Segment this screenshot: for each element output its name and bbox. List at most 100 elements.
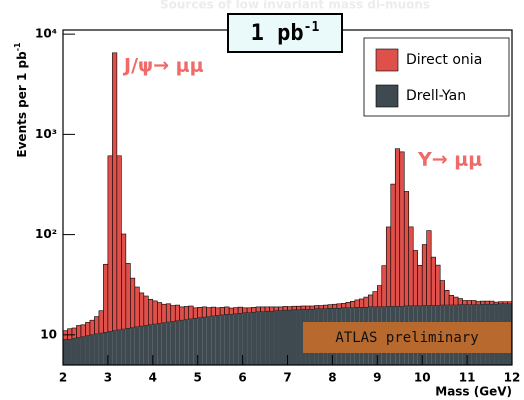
onia-bar bbox=[85, 322, 91, 337]
y-tick-label: 10² bbox=[35, 227, 57, 241]
onia-bar bbox=[354, 299, 360, 308]
x-tick-label: 12 bbox=[504, 371, 521, 385]
chart-title: Sources of low invariant mass di-muons bbox=[160, 0, 430, 12]
onia-bar bbox=[350, 301, 356, 309]
onia-bar bbox=[116, 155, 122, 331]
x-tick-label: 10 bbox=[414, 371, 431, 385]
drell-yan-bar bbox=[175, 320, 180, 365]
onia-bar bbox=[287, 306, 293, 311]
onia-bar bbox=[255, 306, 261, 313]
onia-bar bbox=[237, 306, 243, 314]
onia-bar bbox=[457, 298, 463, 305]
drell-yan-bar bbox=[274, 310, 279, 365]
onia-bar bbox=[130, 277, 136, 328]
drell-yan-bar bbox=[94, 333, 99, 365]
drell-yan-bar bbox=[152, 324, 158, 365]
drell-yan-bar bbox=[291, 309, 297, 365]
onia-bar bbox=[188, 305, 194, 320]
onia-bar bbox=[206, 307, 212, 317]
drell-yan-bar bbox=[233, 313, 239, 365]
drell-yan-bar bbox=[143, 325, 149, 365]
drell-yan-bar bbox=[71, 338, 77, 365]
onia-bar bbox=[453, 296, 459, 306]
onia-bar bbox=[89, 319, 95, 336]
legend-label: Drell-Yan bbox=[406, 88, 466, 104]
onia-bar bbox=[139, 292, 145, 327]
lumi-label: 1 pb-1 bbox=[251, 20, 320, 47]
drell-yan-bar bbox=[265, 311, 270, 365]
x-tick-label: 2 bbox=[59, 371, 67, 385]
atlas-box bbox=[303, 322, 511, 353]
drell-yan-bar bbox=[256, 311, 261, 365]
drell-yan-bar bbox=[238, 313, 243, 365]
onia-bar bbox=[493, 301, 499, 305]
onia-bar bbox=[278, 306, 284, 312]
drell-yan-bar bbox=[193, 318, 198, 365]
onia-bar bbox=[462, 300, 468, 305]
legend-swatch bbox=[375, 84, 399, 108]
drell-yan-bar bbox=[161, 322, 167, 365]
onia-bar bbox=[484, 300, 490, 305]
onia-bar bbox=[269, 306, 275, 312]
drell-yan-bar bbox=[67, 339, 72, 365]
onia-bar bbox=[121, 233, 127, 330]
drell-yan-bar bbox=[76, 337, 81, 365]
drell-yan-bar bbox=[112, 330, 117, 365]
x-tick-label: 3 bbox=[104, 371, 112, 385]
onia-bar bbox=[103, 263, 109, 333]
onia-bar bbox=[430, 256, 436, 306]
drell-yan-bar bbox=[148, 324, 153, 365]
onia-bar bbox=[327, 304, 333, 309]
onia-bar bbox=[224, 306, 230, 315]
onia-bar bbox=[372, 291, 378, 308]
onia-bar bbox=[174, 304, 181, 322]
x-tick-label: 7 bbox=[283, 371, 291, 385]
onia-bar bbox=[309, 305, 315, 310]
onia-bar bbox=[107, 155, 113, 332]
onia-bar bbox=[264, 306, 270, 312]
drell-yan-bar bbox=[220, 314, 225, 365]
onia-bar bbox=[170, 305, 176, 322]
onia-bar bbox=[71, 327, 77, 339]
onia-bar bbox=[192, 307, 199, 319]
onia-bar bbox=[318, 305, 324, 310]
x-tick-label: 11 bbox=[459, 371, 476, 385]
onia-bar bbox=[471, 300, 477, 305]
onia-bar bbox=[314, 305, 320, 310]
onia-bar bbox=[466, 300, 472, 305]
y-tick-label: 10³ bbox=[35, 127, 57, 141]
onia-bar bbox=[210, 306, 216, 317]
drell-yan-bar bbox=[89, 334, 95, 365]
drell-yan-bar bbox=[121, 329, 126, 365]
onia-bar bbox=[215, 307, 221, 316]
onia-bar bbox=[439, 280, 445, 306]
x-tick-label: 9 bbox=[373, 371, 381, 385]
onia-bar bbox=[448, 294, 454, 306]
drell-yan-bar bbox=[278, 310, 284, 365]
onia-bar bbox=[183, 306, 190, 320]
onia-bar bbox=[80, 324, 86, 337]
onia-bar bbox=[435, 264, 441, 306]
onia-bar bbox=[125, 263, 131, 329]
drell-yan-bar bbox=[206, 316, 212, 365]
onia-bar bbox=[408, 226, 414, 307]
onia-bar bbox=[475, 301, 481, 305]
drell-yan-bar bbox=[215, 315, 221, 365]
drell-yan-bar bbox=[202, 317, 207, 365]
onia-bar bbox=[385, 226, 392, 307]
onia-bar bbox=[336, 303, 342, 309]
drell-yan-bar bbox=[296, 309, 301, 365]
drell-yan-bar bbox=[242, 312, 248, 365]
onia-bar bbox=[498, 301, 504, 305]
x-tick-label: 4 bbox=[149, 371, 157, 385]
drell-yan-bar bbox=[197, 317, 203, 365]
drell-yan-bar bbox=[184, 319, 189, 365]
onia-bar bbox=[394, 148, 401, 307]
drell-yan-bar bbox=[251, 312, 257, 365]
onia-bar bbox=[489, 300, 495, 305]
onia-bar bbox=[296, 305, 302, 311]
drell-yan-bar bbox=[80, 336, 86, 365]
onia-bar bbox=[228, 307, 234, 315]
drell-yan-bar bbox=[134, 326, 140, 365]
